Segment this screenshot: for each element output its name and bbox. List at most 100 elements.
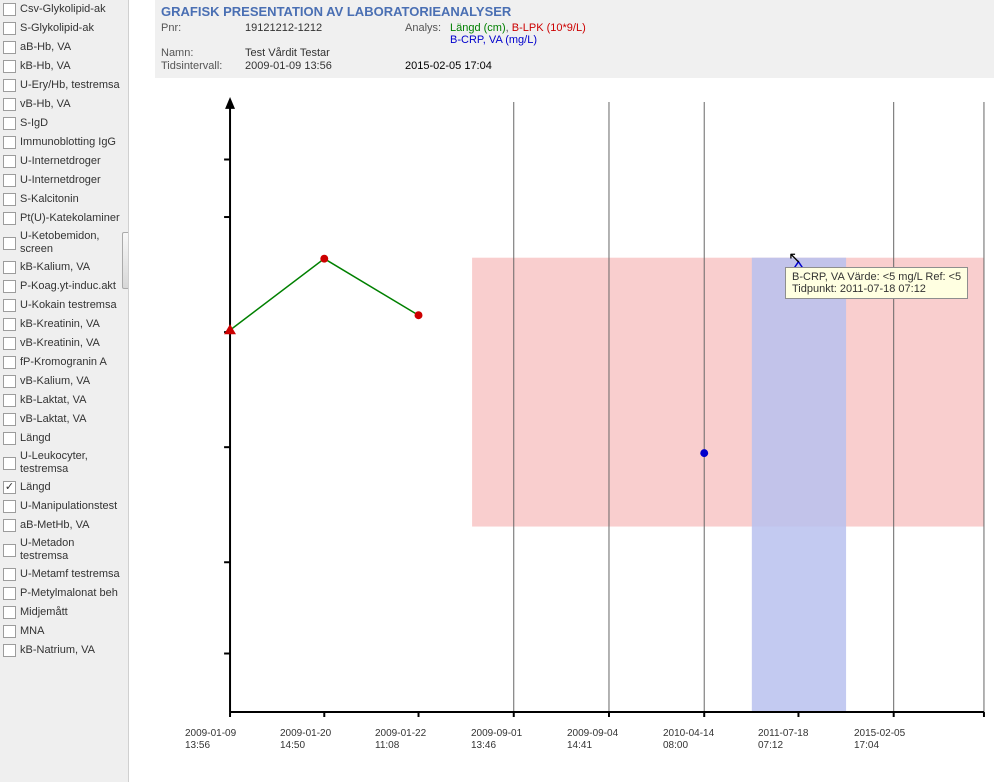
sidebar-item-label: U-Ery/Hb, testremsa: [20, 79, 125, 92]
sidebar-item[interactable]: kB-Laktat, VA: [0, 391, 128, 410]
sidebar-item[interactable]: kB-Hb, VA: [0, 57, 128, 76]
sidebar-item[interactable]: P-Metylmalonat beh: [0, 584, 128, 603]
sidebar-item-label: Csv-Glykolipid-ak: [20, 3, 125, 16]
x-axis-tick-label: 2010-04-1408:00: [663, 728, 753, 752]
plot-svg: [217, 97, 994, 717]
sidebar-item-label: Längd: [20, 432, 125, 445]
checkbox-icon[interactable]: [3, 318, 16, 331]
checkbox-icon[interactable]: [3, 174, 16, 187]
checkbox-icon[interactable]: [3, 193, 16, 206]
sidebar-analysis-list: Csv-Glykolipid-ak S-Glykolipid-ak aB-Hb, V…: [0, 0, 129, 782]
checkbox-icon[interactable]: [3, 337, 16, 350]
checkbox-icon[interactable]: [3, 237, 16, 250]
checkbox-icon[interactable]: [3, 22, 16, 35]
sidebar-item[interactable]: Pt(U)-Katekolaminer: [0, 209, 128, 228]
sidebar-item[interactable]: fP-Kromogranin A: [0, 353, 128, 372]
sidebar-item-label: Pt(U)-Katekolaminer: [20, 212, 125, 225]
x-axis-tick-label: 2015-02-0517:04: [854, 728, 944, 752]
checkbox-icon[interactable]: [3, 155, 16, 168]
sidebar-item[interactable]: U-Ketobemidon, screen: [0, 228, 128, 258]
sidebar-item-label: Midjemått: [20, 606, 125, 619]
checkbox-icon[interactable]: [3, 568, 16, 581]
sidebar-item-label: U-Metamf testremsa: [20, 568, 125, 581]
checkbox-icon[interactable]: [3, 212, 16, 225]
checkbox-icon[interactable]: [3, 519, 16, 532]
checkbox-icon[interactable]: [3, 136, 16, 149]
sidebar-item[interactable]: vB-Kreatinin, VA: [0, 334, 128, 353]
checkbox-icon[interactable]: [3, 544, 16, 557]
checkbox-icon[interactable]: [3, 79, 16, 92]
checkbox-icon[interactable]: [3, 394, 16, 407]
sidebar-item[interactable]: U-Ery/Hb, testremsa: [0, 76, 128, 95]
sidebar-item[interactable]: S-Glykolipid-ak: [0, 19, 128, 38]
checkbox-icon[interactable]: [3, 500, 16, 513]
sidebar-item[interactable]: kB-Kreatinin, VA: [0, 315, 128, 334]
chart-tooltip: B-CRP, VA Värde: <5 mg/L Ref: <5 Tidpunk…: [785, 267, 968, 299]
checkbox-icon[interactable]: [3, 644, 16, 657]
tid-to: 2015-02-05 17:04: [405, 60, 492, 72]
sidebar-item-label: fP-Kromogranin A: [20, 356, 125, 369]
scrollbar-thumb[interactable]: [122, 232, 129, 289]
tidsintervall-label: Tidsintervall:: [161, 60, 245, 72]
sidebar-item[interactable]: Längd: [0, 478, 128, 497]
sidebar-item[interactable]: U-Leukocyter, testremsa: [0, 448, 128, 478]
sidebar-item[interactable]: S-IgD: [0, 114, 128, 133]
sidebar-item[interactable]: kB-Kalium, VA: [0, 258, 128, 277]
checkbox-icon[interactable]: [3, 457, 16, 470]
sidebar-item-label: vB-Hb, VA: [20, 98, 125, 111]
sidebar-item[interactable]: aB-MetHb, VA: [0, 516, 128, 535]
sidebar-item[interactable]: Immunoblotting IgG: [0, 133, 128, 152]
plot-region[interactable]: ↖: [217, 97, 977, 712]
chart-area: ↖ 2009-01-0913:562009-01-2014:502009-01-…: [155, 80, 994, 782]
sidebar-item-label: Längd: [20, 481, 125, 494]
sidebar-item-label: kB-Kalium, VA: [20, 261, 125, 274]
sidebar-item[interactable]: U-Internetdroger: [0, 171, 128, 190]
checkbox-icon[interactable]: [3, 98, 16, 111]
checkbox-icon[interactable]: [3, 432, 16, 445]
x-axis-tick-label: 2009-09-0414:41: [567, 728, 657, 752]
sidebar-item-label: kB-Laktat, VA: [20, 394, 125, 407]
sidebar-item[interactable]: S-Kalcitonin: [0, 190, 128, 209]
sidebar-item[interactable]: MNA: [0, 622, 128, 641]
sidebar-item[interactable]: U-Kokain testremsa: [0, 296, 128, 315]
sidebar-item[interactable]: vB-Hb, VA: [0, 95, 128, 114]
sidebar-item-label: U-Leukocyter, testremsa: [20, 450, 125, 476]
checkbox-icon[interactable]: [3, 587, 16, 600]
sidebar-item[interactable]: kB-Natrium, VA: [0, 641, 128, 660]
checkbox-icon[interactable]: [3, 280, 16, 293]
checkbox-icon[interactable]: [3, 261, 16, 274]
sidebar-item[interactable]: Midjemått: [0, 603, 128, 622]
sidebar-item[interactable]: Csv-Glykolipid-ak: [0, 0, 128, 19]
x-axis-tick-label: 2009-01-2211:08: [375, 728, 465, 752]
sidebar-item-label: P-Koag.yt-induc.akt: [20, 280, 125, 293]
checkbox-icon[interactable]: [3, 41, 16, 54]
pnr-value: 19121212-1212: [245, 22, 405, 34]
checkbox-icon[interactable]: [3, 60, 16, 73]
checkbox-icon[interactable]: [3, 356, 16, 369]
sidebar-item[interactable]: vB-Laktat, VA: [0, 410, 128, 429]
sidebar-item[interactable]: U-Metamf testremsa: [0, 565, 128, 584]
checkbox-icon[interactable]: [3, 117, 16, 130]
sidebar-item[interactable]: U-Manipulationstest: [0, 497, 128, 516]
checkbox-icon[interactable]: [3, 299, 16, 312]
sidebar-item-label: aB-Hb, VA: [20, 41, 125, 54]
checkbox-icon[interactable]: [3, 413, 16, 426]
sidebar-item[interactable]: U-Metadon testremsa: [0, 535, 128, 565]
sidebar-item[interactable]: Längd: [0, 429, 128, 448]
checkbox-icon[interactable]: [3, 625, 16, 638]
sidebar-item[interactable]: vB-Kalium, VA: [0, 372, 128, 391]
sidebar-item[interactable]: U-Internetdroger: [0, 152, 128, 171]
pnr-label: Pnr:: [161, 22, 245, 34]
analys-values: Längd (cm), B-LPK (10*9/L) B-CRP, VA (mg…: [450, 22, 586, 46]
namn-label: Namn:: [161, 47, 245, 59]
checkbox-icon[interactable]: [3, 481, 16, 494]
sidebar-item[interactable]: P-Koag.yt-induc.akt: [0, 277, 128, 296]
x-axis-tick-label: 2009-01-2014:50: [280, 728, 370, 752]
sidebar-item-label: aB-MetHb, VA: [20, 519, 125, 532]
page-title: GRAFISK PRESENTATION AV LABORATORIEANALY…: [161, 4, 988, 19]
sidebar-item-label: vB-Kalium, VA: [20, 375, 125, 388]
checkbox-icon[interactable]: [3, 606, 16, 619]
checkbox-icon[interactable]: [3, 375, 16, 388]
checkbox-icon[interactable]: [3, 3, 16, 16]
sidebar-item[interactable]: aB-Hb, VA: [0, 38, 128, 57]
